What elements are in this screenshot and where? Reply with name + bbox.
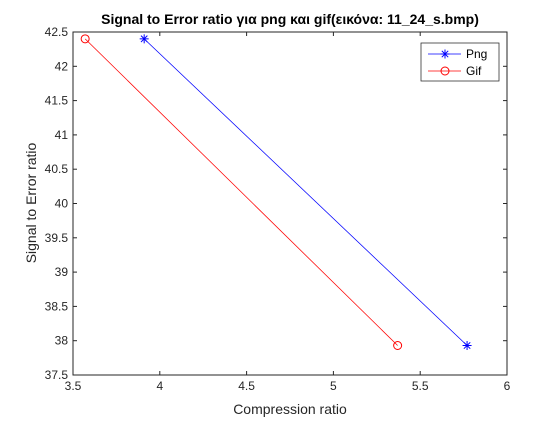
legend-box <box>420 42 500 82</box>
y-tick-label: 41.5 <box>45 94 69 108</box>
chart-title: Signal to Error ratio για png και gif(ει… <box>101 11 479 27</box>
y-axis: 37.5 38 38.5 39 39.5 40 40.5 41 41.5 42 42.5 <box>45 25 507 382</box>
y-tick-label: 40.5 <box>45 162 69 176</box>
x-tick-label: 5.5 <box>412 379 429 393</box>
plot-area <box>73 32 507 375</box>
series-line-png <box>143 38 468 346</box>
y-tick-label: 38.5 <box>45 299 69 313</box>
y-tick-label: 38 <box>55 334 69 348</box>
x-tick-label: 4 <box>156 379 163 393</box>
legend: Png Gif <box>420 42 500 82</box>
legend-png-label: Png <box>466 47 487 61</box>
legend-png-marker <box>440 49 450 59</box>
x-axis: 3.5 4 4.5 5 5.5 6 <box>65 32 511 393</box>
y-tick-label: 40 <box>55 197 69 211</box>
y-tick-label: 42.5 <box>45 25 69 39</box>
y-tick-label: 42 <box>55 59 69 73</box>
data-point-gif <box>80 34 90 44</box>
legend-gif-marker <box>440 66 450 76</box>
legend-gif-label: Gif <box>466 64 482 78</box>
data-point-gif <box>393 341 403 351</box>
legend-entry-png: Png <box>428 47 487 61</box>
x-tick-label: 6 <box>504 379 511 393</box>
x-tick-label: 5 <box>330 379 337 393</box>
y-tick-label: 37.5 <box>45 368 69 382</box>
series-layer <box>80 34 472 351</box>
series-line-gif <box>84 38 398 346</box>
y-tick-label: 41 <box>55 128 69 142</box>
x-tick-label: 4.5 <box>238 379 255 393</box>
y-tick-label: 39 <box>55 265 69 279</box>
legend-entry-gif: Gif <box>428 64 482 78</box>
x-axis-label: Compression ratio <box>233 401 347 417</box>
x-tick-label: 3.5 <box>65 379 82 393</box>
y-tick-label: 39.5 <box>45 231 69 245</box>
data-point-png <box>462 341 472 351</box>
y-axis-label: Signal to Error ratio <box>23 142 39 263</box>
data-point-png <box>139 34 149 44</box>
